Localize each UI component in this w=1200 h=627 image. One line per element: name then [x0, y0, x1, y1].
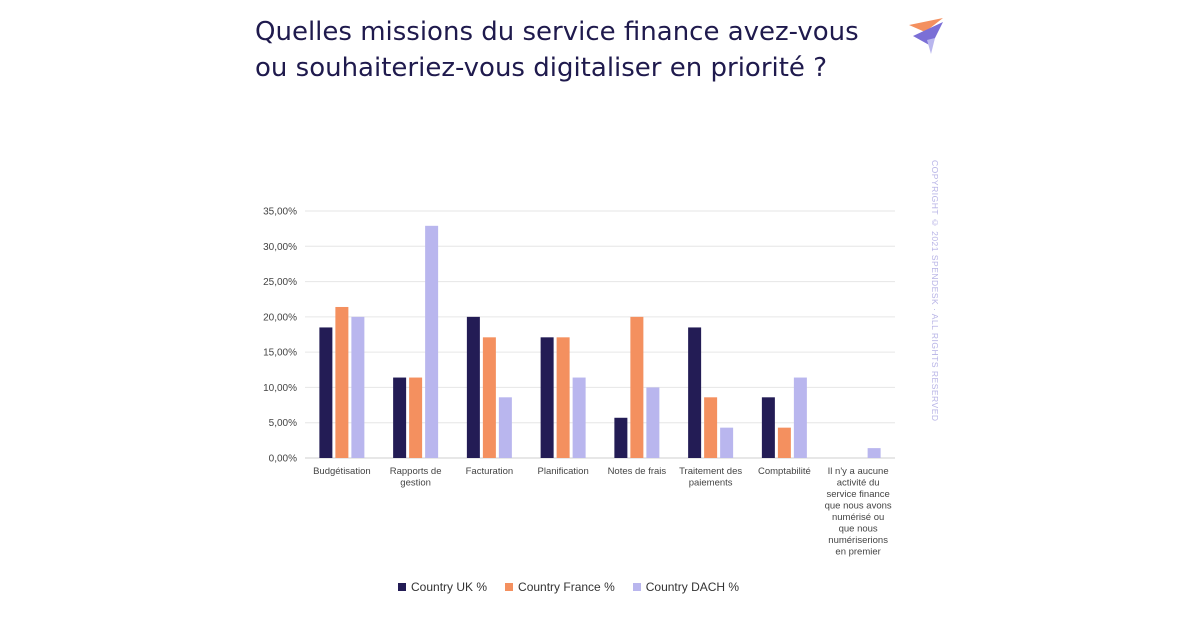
- x-category-label: activité du: [837, 478, 880, 489]
- bar: [720, 427, 734, 458]
- bar: [572, 377, 586, 458]
- legend-swatch-france: [505, 583, 514, 591]
- legend-item-dach: Country DACH %: [632, 580, 740, 594]
- bar: [630, 316, 644, 458]
- legend-item-uk: Country UK %: [398, 580, 487, 594]
- bar: [409, 377, 423, 458]
- chart-legend: Country UK % Country France % Country DA…: [398, 580, 739, 594]
- x-category-label: Comptabilité: [758, 466, 811, 477]
- y-tick-label: 15,00%: [263, 348, 297, 359]
- title-line-2: ou souhaiteriez-vous digitaliser en prio…: [255, 53, 827, 83]
- legend-swatch-dach: [632, 583, 641, 591]
- bar: [646, 387, 660, 458]
- bar: [393, 377, 407, 458]
- bar: [482, 337, 496, 458]
- x-category-label: Facturation: [466, 466, 514, 477]
- x-category-label: numériserions: [828, 535, 888, 546]
- x-category-label: Planification: [538, 466, 589, 477]
- x-category-label: que nous: [839, 524, 878, 535]
- legend-swatch-uk: [398, 583, 406, 591]
- chart-labels: 0,00% 5,00% 10,00% 15,00% 20,00% 25,00% 30,00%…: [263, 207, 892, 558]
- x-category-label: service finance: [826, 489, 889, 500]
- bar: [540, 337, 554, 458]
- title-line-1: Quelles missions du service finance avez…: [255, 17, 859, 47]
- y-tick-label: 25,00%: [263, 277, 297, 288]
- x-category-label: numérisé ou: [832, 512, 884, 523]
- bar: [793, 377, 807, 458]
- x-category-label: Rapports de: [390, 466, 442, 477]
- legend-label-uk: Country UK %: [411, 580, 488, 594]
- legend-label-dach: Country DACH %: [645, 580, 740, 594]
- y-tick-label: 10,00%: [263, 383, 297, 394]
- y-tick-label: 35,00%: [263, 207, 297, 218]
- bar: [614, 417, 628, 458]
- bar: [425, 225, 439, 458]
- bar: [466, 316, 480, 458]
- y-tick-label: 30,00%: [263, 242, 297, 253]
- x-category-label: en premier: [835, 547, 880, 558]
- bar: [498, 397, 512, 458]
- x-category-label: Budgétisation: [313, 466, 371, 477]
- legend-label-france: Country France %: [518, 580, 615, 594]
- bar: [556, 337, 570, 458]
- bar: [319, 327, 333, 458]
- y-tick-label: 0,00%: [269, 454, 297, 465]
- bar: [777, 427, 791, 458]
- bar: [351, 316, 365, 458]
- x-category-label: Traitement des: [679, 466, 742, 477]
- bar: [335, 306, 349, 458]
- x-category-label: gestion: [400, 478, 431, 489]
- x-category-label: Il n'y a aucune: [828, 466, 889, 477]
- bar: [704, 397, 718, 458]
- copyright-notice: COPYRIGHT © 2021 SPENDESK · ALL RIGHTS R…: [930, 160, 940, 422]
- y-tick-label: 5,00%: [269, 418, 297, 429]
- page-title: Quelles missions du service finance avez…: [255, 14, 905, 86]
- x-category-label: Notes de frais: [608, 466, 667, 477]
- brand-logo-icon: [909, 18, 943, 54]
- x-category-label: que nous avons: [825, 501, 892, 512]
- y-tick-label: 20,00%: [263, 312, 297, 323]
- chart-bars: [319, 225, 881, 458]
- legend-item-france: Country France %: [505, 580, 615, 594]
- bar: [761, 397, 775, 458]
- x-category-label: paiements: [689, 478, 733, 489]
- bar: [688, 327, 702, 458]
- bar: [867, 448, 881, 458]
